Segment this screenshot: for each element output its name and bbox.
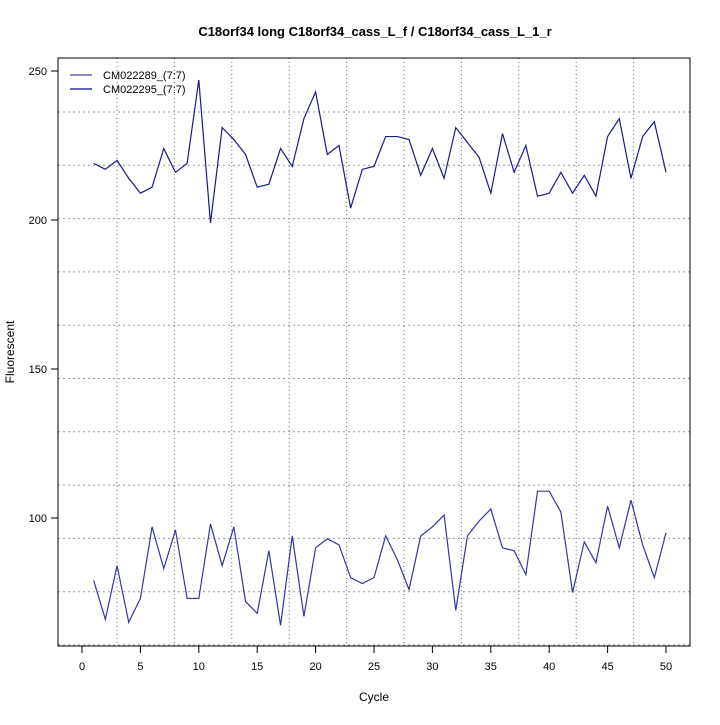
- series-line-1: [93, 79, 667, 224]
- x-tick-label: 35: [485, 661, 497, 673]
- x-tick-label: 45: [601, 661, 613, 673]
- x-axis-label: Cycle: [359, 690, 389, 704]
- y-tick-label: 250: [29, 66, 47, 78]
- x-tick-label: 50: [660, 661, 672, 673]
- y-tick-label: 150: [29, 364, 47, 376]
- y-tick-label: 200: [29, 215, 47, 227]
- chart-title: C18orf34 long C18orf34_cass_L_f / C18orf…: [198, 24, 551, 39]
- series-group: [93, 79, 667, 626]
- x-tick-label: 0: [79, 661, 85, 673]
- x-tick-label: 15: [251, 661, 263, 673]
- grid: [58, 58, 690, 646]
- series-line-2: [93, 490, 667, 626]
- x-tick-label: 40: [543, 661, 555, 673]
- y-tick-label: 100: [29, 513, 47, 525]
- plot-frame: [57, 57, 691, 647]
- x-tick-label: 20: [309, 661, 321, 673]
- x-tick-label: 5: [137, 661, 143, 673]
- axes: 0 5 10 15 20 25 30 35 40 45 50 100 150 200 250: [29, 66, 672, 673]
- y-axis-label: Fluorescent: [3, 320, 17, 383]
- x-tick-label: 10: [193, 661, 205, 673]
- legend-label: CM022295_(7:7): [103, 84, 186, 96]
- x-tick-label: 30: [426, 661, 438, 673]
- legend-label: CM022289_(7:7): [103, 70, 186, 82]
- x-tick-label: 25: [368, 661, 380, 673]
- legend: CM022289_(7:7) CM022295_(7:7): [70, 70, 186, 96]
